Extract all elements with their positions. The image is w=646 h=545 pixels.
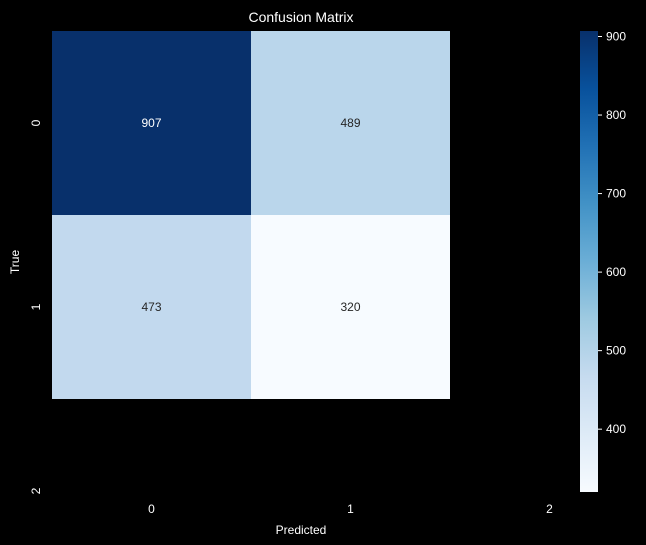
cell-value-label: 907	[141, 116, 161, 130]
x-axis-label: Predicted	[276, 523, 327, 537]
x-tick-label: 0	[148, 502, 155, 516]
y-tick-label: 2	[29, 487, 43, 494]
colorbar-tick-label: 400	[606, 422, 626, 436]
x-tick-label: 2	[546, 502, 553, 516]
y-tick-label: 1	[29, 303, 43, 310]
x-tick-label: 1	[347, 502, 354, 516]
x-axis-ticks: 0 1 2	[148, 502, 553, 516]
heatmap-cells: 907 489 473 320	[52, 31, 450, 399]
chart-title: Confusion Matrix	[248, 9, 353, 25]
cell-value-label: 489	[340, 116, 360, 130]
colorbar-ticks: 900 800 700 600 500 400	[598, 29, 626, 436]
cell-value-label: 473	[141, 300, 161, 314]
heatmap-cell-1-0	[52, 215, 251, 399]
cell-value-label: 320	[340, 300, 360, 314]
colorbar-tick-label: 900	[606, 29, 626, 43]
heatmap-cell-0-1	[251, 31, 450, 215]
colorbar-tick-label: 500	[606, 344, 626, 358]
y-axis-ticks: 0 1 2	[29, 119, 43, 494]
heatmap-cell-0-0	[52, 31, 251, 215]
colorbar-tick-label: 800	[606, 108, 626, 122]
colorbar-tick-label: 700	[606, 187, 626, 201]
heatmap-cell-1-1	[251, 215, 450, 399]
y-tick-label: 0	[29, 119, 43, 126]
colorbar-tick-label: 600	[606, 265, 626, 279]
y-axis-label: True	[8, 250, 22, 275]
colorbar	[580, 31, 598, 492]
